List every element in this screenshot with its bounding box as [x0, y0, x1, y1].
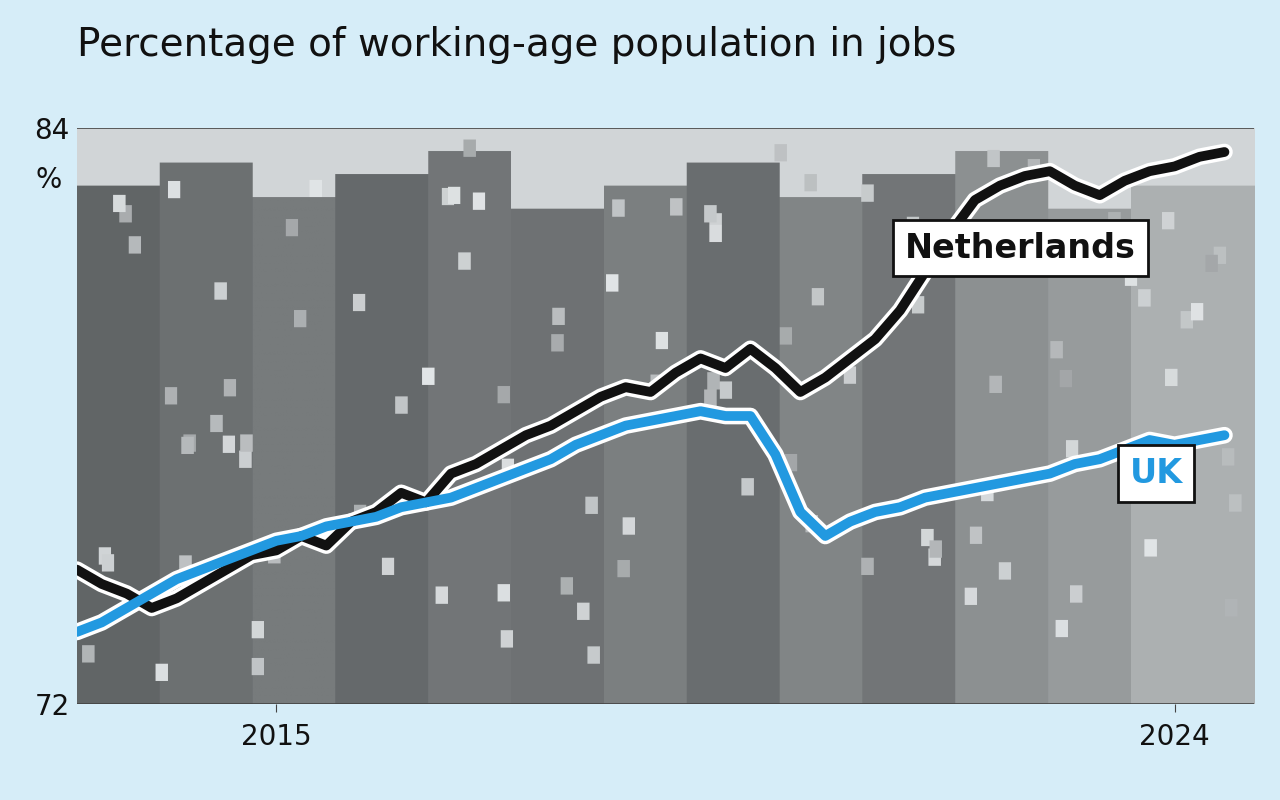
- Text: Netherlands: Netherlands: [905, 231, 1135, 265]
- Text: Percentage of working-age population in jobs: Percentage of working-age population in …: [77, 26, 956, 64]
- Text: UK: UK: [1130, 457, 1183, 490]
- Text: %: %: [36, 166, 61, 194]
